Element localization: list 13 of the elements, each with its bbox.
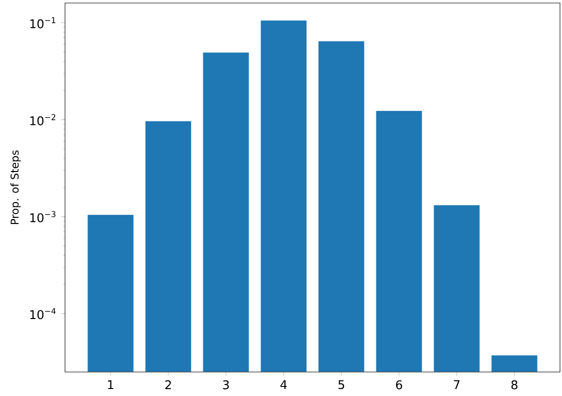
- x-tick-label: 1: [108, 380, 114, 389]
- x-tick-label: 6: [396, 380, 402, 390]
- x-tick-label: 3: [223, 380, 229, 390]
- x-tick-label: 4: [280, 380, 287, 389]
- x-tick-label: 7: [454, 380, 460, 389]
- y-tick-label: 10$^{−1}$: [30, 17, 56, 28]
- y-axis-title: Prop. of Steps: [10, 150, 21, 224]
- y-tick-label: 10$^{−4}$: [30, 308, 56, 320]
- x-tick-label: 8: [511, 380, 518, 390]
- y-tick-label: 10$^{−3}$: [30, 211, 56, 222]
- x-tick-label: 2: [165, 380, 171, 390]
- x-tick-label: 5: [338, 380, 344, 390]
- y-tick-label: 10$^{−2}$: [30, 114, 56, 126]
